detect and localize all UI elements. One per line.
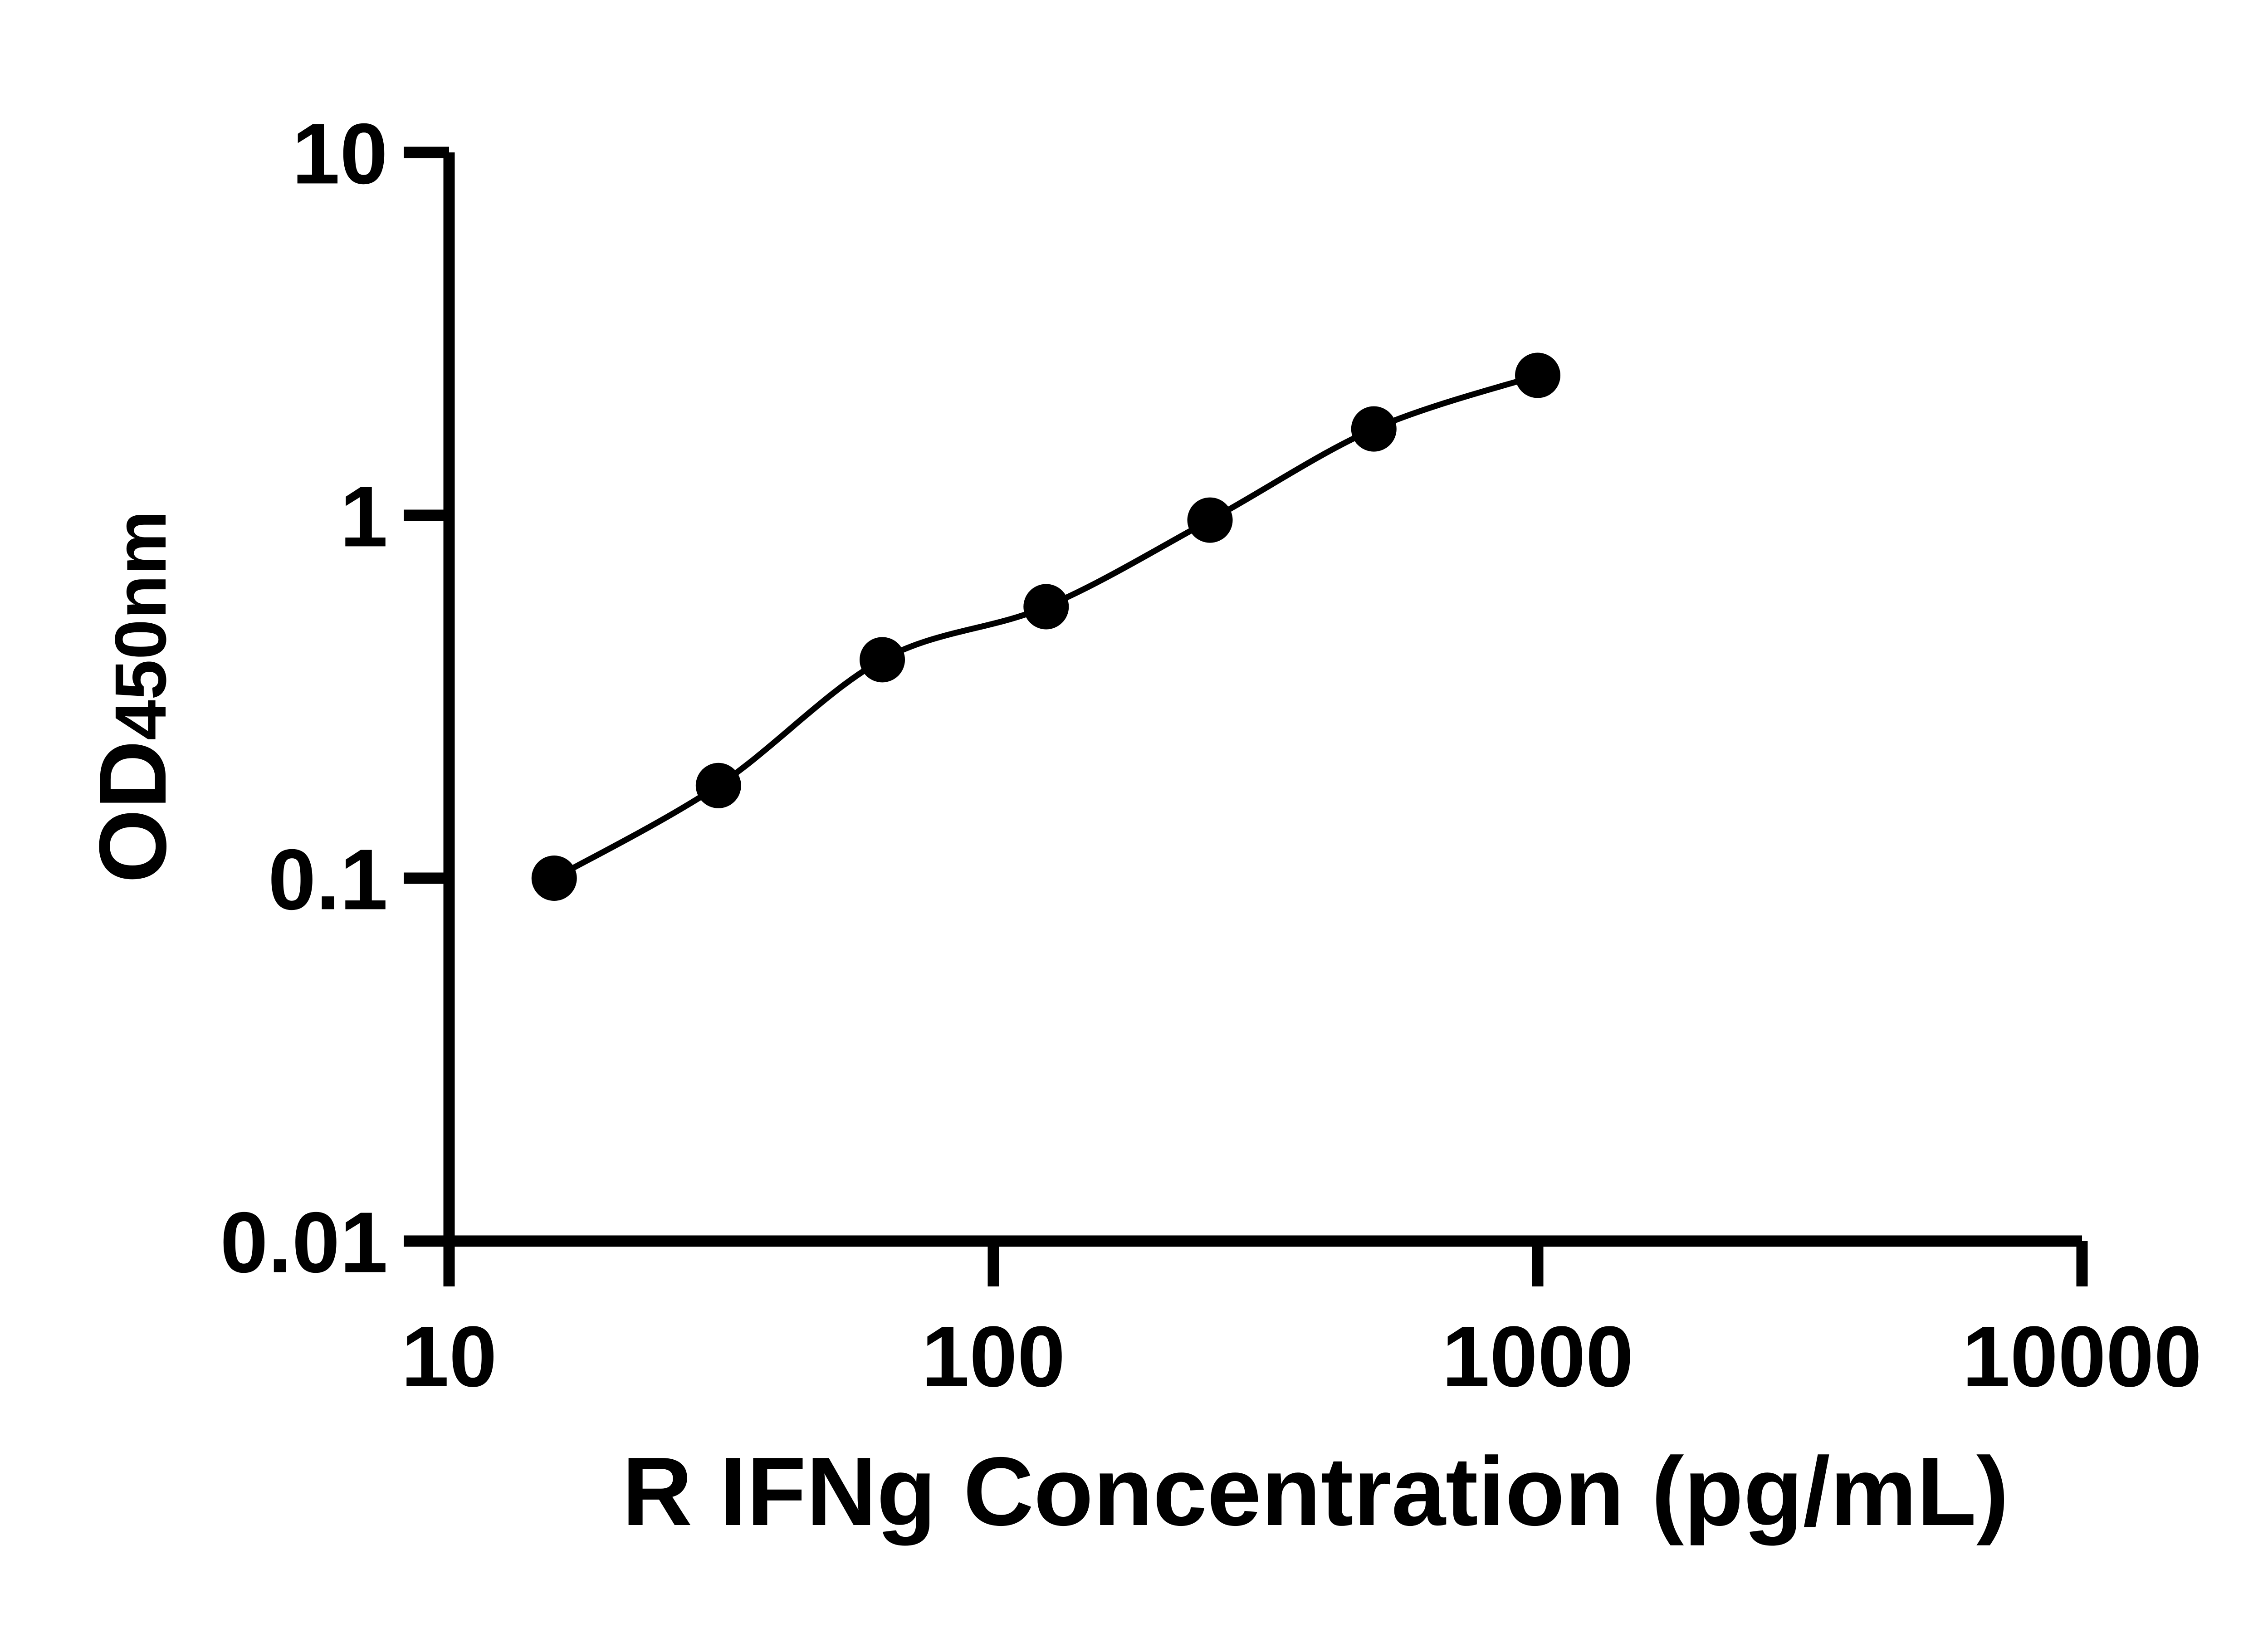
data-point-marker xyxy=(531,856,577,901)
y-tick-label: 0.1 xyxy=(268,831,388,928)
y-tick-label: 0.01 xyxy=(220,1194,388,1291)
x-axis-title: R IFNg Concentration (pg/mL) xyxy=(622,1437,2009,1546)
data-point-marker xyxy=(860,637,905,683)
y-tick-label: 10 xyxy=(292,106,388,202)
x-tick-label: 1000 xyxy=(1442,1309,1634,1405)
data-point-marker xyxy=(1023,584,1069,630)
y-tick-label: 1 xyxy=(340,469,388,565)
data-point-marker xyxy=(1515,352,1560,398)
data-point-marker xyxy=(1187,497,1233,543)
y-axis-title: OD450nm xyxy=(79,510,186,883)
x-tick-label: 10000 xyxy=(1962,1309,2202,1405)
x-tick-label: 10 xyxy=(401,1309,497,1405)
data-point-marker xyxy=(1351,406,1397,452)
data-point-marker xyxy=(695,763,741,808)
y-axis-title-sub: 450nm xyxy=(100,510,181,740)
y-axis-title-main: OD xyxy=(79,740,186,883)
x-tick-label: 100 xyxy=(921,1309,1065,1405)
